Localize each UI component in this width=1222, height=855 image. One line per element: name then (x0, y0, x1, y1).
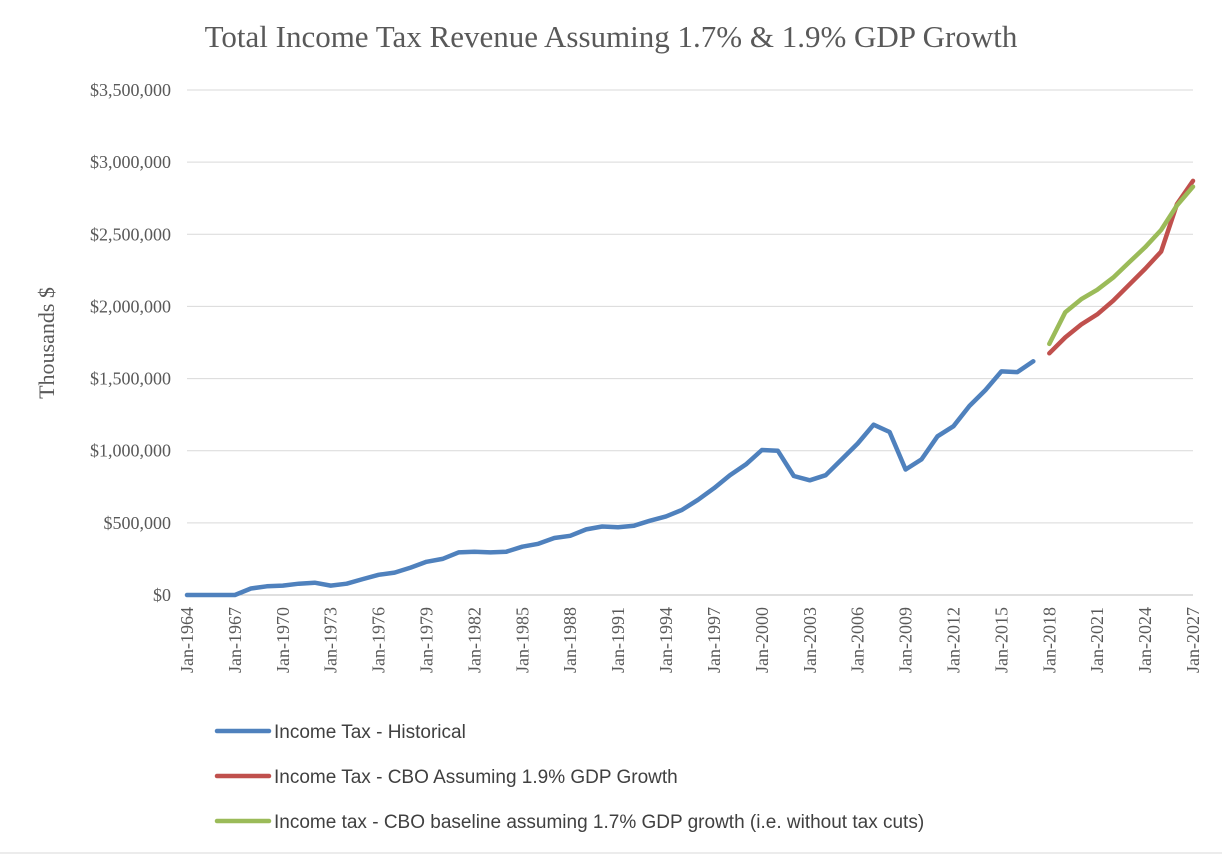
x-tick-label: Jan-2018 (1039, 607, 1059, 673)
x-tick-label: Jan-1964 (177, 607, 197, 673)
y-tick-label: $3,500,000 (90, 80, 171, 100)
x-tick-label: Jan-2027 (1183, 607, 1203, 673)
series-line-cbo-1-9 (1047, 178, 1196, 356)
y-axis-ticks: $0 $500,000 $1,000,000 $1,500,000 $2,000,000… (90, 80, 171, 605)
y-tick-label: $1,000,000 (90, 441, 171, 461)
series-lines (184, 178, 1196, 598)
x-tick-label: Jan-1985 (512, 607, 532, 673)
x-tick-label: Jan-2006 (848, 607, 868, 673)
legend-item-cbo-1-7: Income tax - CBO baseline assuming 1.7% … (214, 812, 924, 833)
y-tick-label: $2,000,000 (90, 296, 171, 316)
x-tick-label: Jan-1994 (656, 607, 676, 673)
legend-label: Income Tax - CBO Assuming 1.9% GDP Growt… (274, 767, 678, 788)
x-axis-ticks: Jan-1964 Jan-1967 Jan-1970 Jan-1973 Jan-1976… (177, 607, 1203, 673)
legend-label: Income Tax - Historical (274, 722, 466, 743)
x-tick-label: Jan-1982 (464, 607, 484, 673)
x-tick-label: Jan-1967 (225, 607, 245, 673)
x-tick-label: Jan-1997 (704, 607, 724, 673)
legend-label: Income tax - CBO baseline assuming 1.7% … (274, 812, 924, 833)
x-tick-label: Jan-1973 (321, 607, 341, 673)
x-tick-label: Jan-2000 (752, 607, 772, 673)
x-tick-label: Jan-1991 (608, 607, 628, 673)
gridlines (187, 89, 1193, 596)
x-tick-label: Jan-2003 (800, 607, 820, 673)
series-line-historical (184, 359, 1036, 598)
y-axis-label: Thousands $ (34, 287, 59, 399)
y-tick-label: $3,000,000 (90, 152, 171, 172)
x-tick-label: Jan-1976 (369, 607, 389, 673)
x-tick-label: Jan-2015 (991, 607, 1011, 673)
y-tick-label: $1,500,000 (90, 369, 171, 389)
chart-title: Total Income Tax Revenue Assuming 1.7% &… (205, 19, 1018, 54)
y-tick-label: $2,500,000 (90, 224, 171, 244)
legend-item-historical: Income Tax - Historical (214, 722, 466, 743)
x-tick-label: Jan-2024 (1135, 607, 1155, 673)
x-tick-label: Jan-2021 (1087, 607, 1107, 673)
x-tick-label: Jan-1979 (417, 607, 437, 673)
x-tick-label: Jan-2009 (896, 607, 916, 673)
legend: Income Tax - Historical Income Tax - CBO … (214, 722, 924, 833)
y-tick-label: $500,000 (104, 513, 172, 533)
x-tick-label: Jan-2012 (943, 607, 963, 673)
legend-item-cbo-1-9: Income Tax - CBO Assuming 1.9% GDP Growt… (214, 767, 678, 788)
y-tick-label: $0 (153, 585, 171, 605)
x-tick-label: Jan-1988 (560, 607, 580, 673)
x-tick-label: Jan-1970 (273, 607, 293, 673)
series-line-cbo-1-7 (1047, 184, 1196, 347)
